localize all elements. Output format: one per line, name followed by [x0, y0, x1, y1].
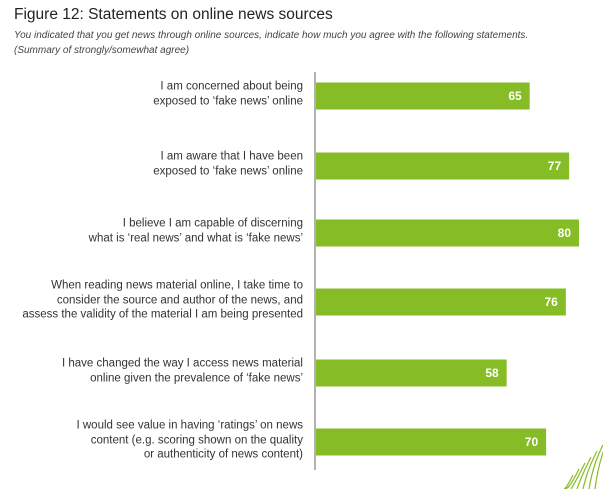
bar-value-label: 77: [548, 159, 562, 173]
category-label: I am aware that I have been exposed to ‘f…: [6, 150, 303, 179]
bar-value-label: 76: [544, 295, 558, 309]
category-label-line: or authenticity of news content): [143, 448, 303, 461]
category-label: I am concerned about being exposed to ‘fa…: [6, 80, 303, 109]
category-label-line: I believe I am capable of discerning: [122, 217, 303, 230]
category-label-line: I am concerned about being: [160, 80, 303, 93]
bar: [316, 288, 566, 316]
bars-group: 65 77 80 76 58 70: [316, 82, 579, 456]
category-label: When reading news material online, I tak…: [6, 278, 303, 322]
category-label: I believe I am capable of discerning what…: [6, 217, 303, 246]
category-label-line: consider the source and author of the ne…: [56, 293, 303, 306]
category-label-line: I would see value in having ‘ratings’ on…: [76, 419, 303, 432]
category-label-line: exposed to ‘fake news’ online: [153, 95, 303, 107]
category-label-line: When reading news material online, I tak…: [51, 279, 303, 292]
category-label-line: I am aware that I have been: [160, 150, 303, 163]
page-subtitle: You indicated that you get news through …: [14, 30, 529, 41]
decorative-lines-icon: [559, 444, 603, 489]
bar: [316, 359, 507, 387]
bar: [316, 428, 547, 456]
decorative-line: [559, 474, 574, 489]
bar-value-label: 80: [558, 226, 572, 240]
page-note: (Summary of strongly/somewhat agree): [14, 45, 190, 56]
decorative-line: [588, 444, 603, 489]
decorative-line: [570, 462, 586, 489]
bar-value-label: 65: [508, 89, 522, 103]
decorative-line: [582, 450, 598, 489]
category-label-line: online given the prevalence of ‘fake new…: [90, 372, 303, 384]
category-label: I would see value in having ‘ratings’ on…: [6, 418, 303, 462]
bar-value-label: 58: [485, 366, 499, 380]
bar: [316, 82, 530, 110]
category-label-line: assess the validity of the material I am…: [22, 308, 303, 321]
decorative-line: [576, 456, 592, 489]
page-title: Figure 12: Statements on online news sou…: [14, 6, 333, 23]
bar: [316, 152, 570, 180]
category-label-line: content (e.g. scoring shown on the quali…: [90, 433, 303, 446]
category-label: I have changed the way I access news mat…: [6, 357, 303, 386]
category-label-line: I have changed the way I access news mat…: [62, 357, 303, 370]
bar-value-label: 70: [525, 435, 539, 449]
decorative-line: [594, 451, 603, 489]
bar: [316, 219, 579, 247]
category-label-line: what is ‘real news’ and what is ‘fake ne…: [88, 232, 303, 244]
category-label-line: exposed to ‘fake news’ online: [153, 165, 303, 177]
